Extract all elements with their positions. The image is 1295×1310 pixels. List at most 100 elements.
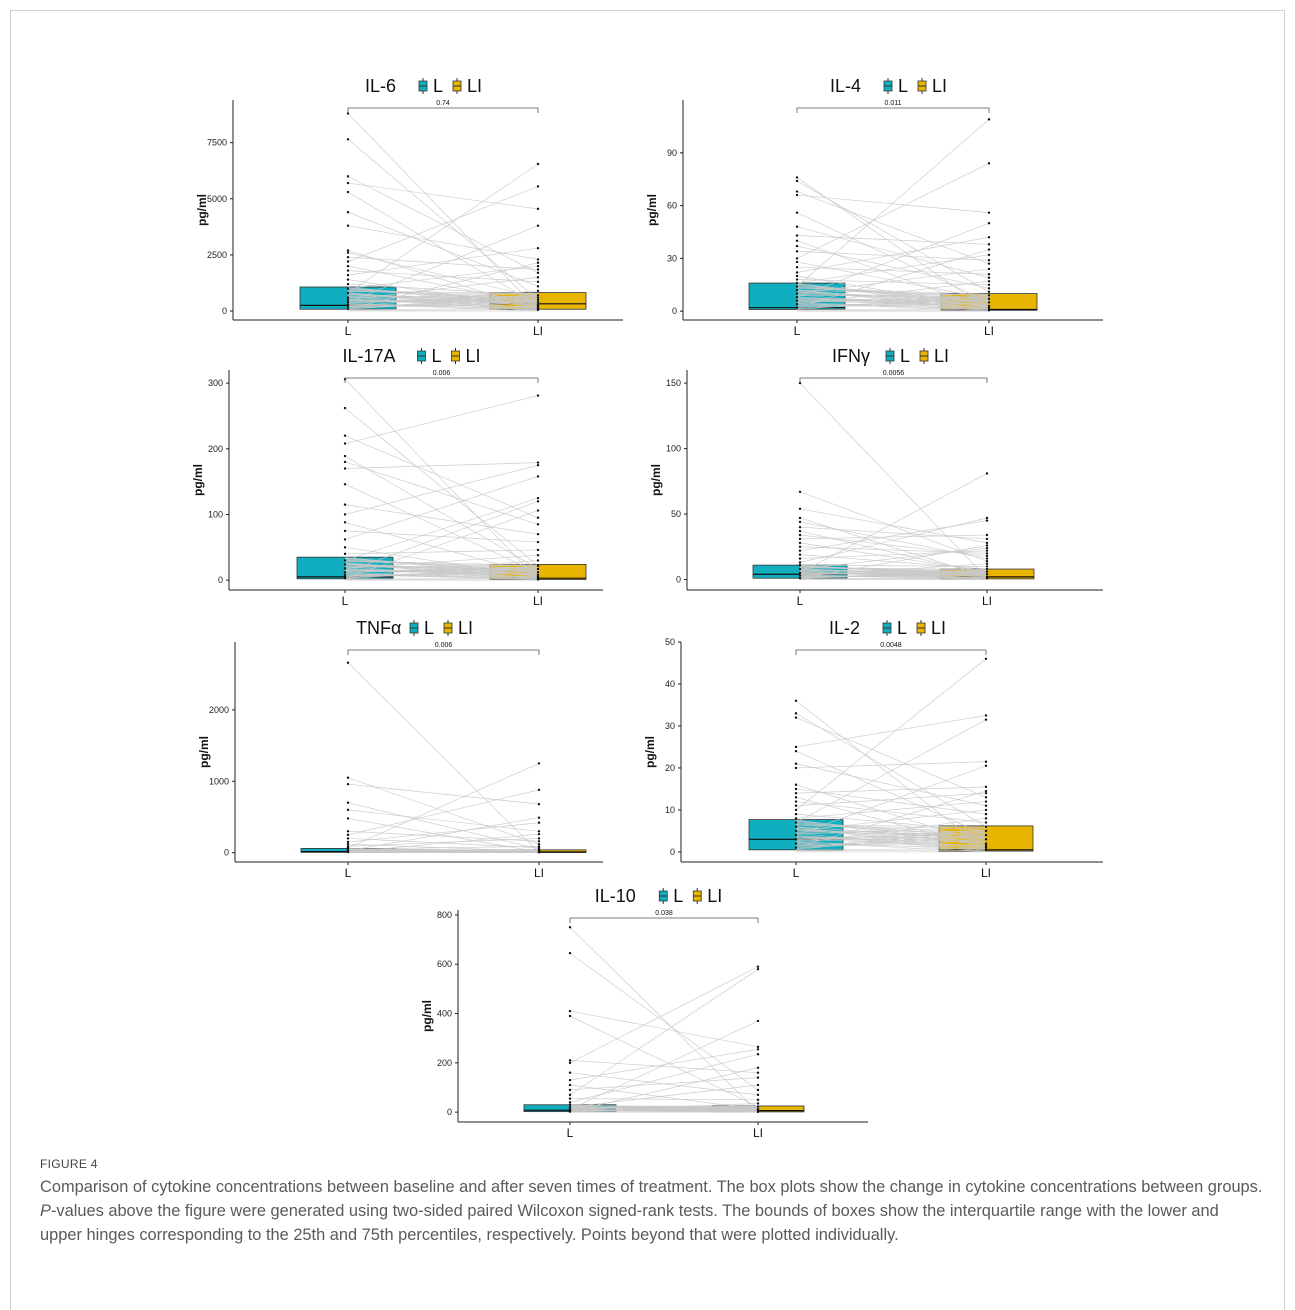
data-point-li: [988, 280, 990, 282]
data-point-li: [988, 162, 990, 164]
data-point-l: [347, 830, 349, 832]
pair-line: [570, 1099, 758, 1100]
data-point-l: [344, 559, 346, 561]
y-tick-label: 150: [666, 378, 681, 388]
chart-title: IL-4: [830, 76, 861, 96]
data-point-l: [795, 842, 797, 844]
data-point-l: [344, 577, 346, 579]
data-point-li: [538, 843, 540, 845]
legend-label-li: LI: [932, 76, 947, 96]
data-point-l: [799, 538, 801, 540]
data-point-li: [537, 559, 539, 561]
data-point-l: [795, 716, 797, 718]
y-tick-label: 0: [222, 306, 227, 316]
data-point-l: [347, 211, 349, 213]
data-point-l: [796, 292, 798, 294]
data-point-l: [795, 838, 797, 840]
data-point-li: [757, 1067, 759, 1069]
data-point-l: [796, 226, 798, 228]
data-point-l: [796, 303, 798, 305]
y-tick-label: 0: [447, 1107, 452, 1117]
pvalue-label: 0.038: [655, 910, 673, 917]
data-point-l: [799, 550, 801, 552]
data-point-l: [347, 305, 349, 307]
y-tick-label: 50: [671, 509, 681, 519]
pair-line: [345, 396, 538, 444]
data-point-l: [799, 557, 801, 559]
data-point-li: [537, 475, 539, 477]
data-point-l: [347, 260, 349, 262]
y-axis-label: pg/ml: [191, 464, 205, 496]
data-point-l: [344, 521, 346, 523]
data-point-l: [347, 251, 349, 253]
data-point-l: [796, 289, 798, 291]
legend-label-l: L: [673, 886, 683, 906]
y-tick-label: 30: [665, 721, 675, 731]
legend-label-li: LI: [466, 346, 481, 366]
data-point-li: [537, 272, 539, 274]
pair-line: [348, 226, 538, 260]
data-point-li: [538, 822, 540, 824]
data-point-l: [796, 194, 798, 196]
pair-line: [796, 659, 986, 810]
data-point-li: [985, 800, 987, 802]
data-point-li: [988, 259, 990, 261]
data-point-l: [347, 303, 349, 305]
data-point-l: [796, 240, 798, 242]
legend-label-l: L: [897, 618, 907, 638]
data-point-l: [347, 175, 349, 177]
data-point-l: [347, 301, 349, 303]
data-point-l: [569, 1089, 571, 1091]
chart-title: IL-10: [595, 886, 636, 906]
pair-line: [345, 462, 538, 524]
y-tick-label: 300: [208, 378, 223, 388]
pair-line: [348, 164, 538, 293]
data-point-l: [569, 1097, 571, 1099]
y-tick-label: 10: [665, 805, 675, 815]
legend-label-li: LI: [931, 618, 946, 638]
data-point-l: [799, 491, 801, 493]
data-point-li: [537, 296, 539, 298]
pair-line: [796, 720, 986, 823]
data-point-li: [988, 268, 990, 270]
data-point-li: [988, 301, 990, 303]
pair-line: [797, 269, 989, 294]
data-point-l: [796, 245, 798, 247]
data-point-l: [795, 821, 797, 823]
x-tick-label: L: [797, 594, 804, 608]
pair-line: [796, 718, 986, 798]
data-point-l: [799, 542, 801, 544]
data-point-l: [796, 266, 798, 268]
pvalue-bracket: [796, 650, 986, 655]
data-point-li: [986, 557, 988, 559]
data-point-li: [537, 208, 539, 210]
data-point-l: [796, 275, 798, 277]
pvalue-bracket: [345, 378, 538, 383]
data-point-l: [799, 526, 801, 528]
y-tick-label: 200: [208, 444, 223, 454]
data-point-l: [796, 285, 798, 287]
y-axis-label: pg/ml: [197, 736, 211, 768]
data-point-l: [795, 826, 797, 828]
pair-line: [800, 518, 987, 563]
data-point-l: [344, 546, 346, 548]
data-point-l: [796, 271, 798, 273]
data-point-l: [347, 269, 349, 271]
data-point-l: [569, 1079, 571, 1081]
pvalue-label: 0.006: [433, 370, 451, 377]
y-tick-label: 2000: [209, 705, 229, 715]
data-point-l: [347, 851, 349, 853]
pair-line: [570, 967, 758, 1063]
data-point-li: [537, 554, 539, 556]
data-point-l: [569, 1094, 571, 1096]
y-tick-label: 1000: [209, 776, 229, 786]
pair-line: [345, 436, 538, 518]
data-point-l: [347, 265, 349, 267]
data-point-li: [537, 394, 539, 396]
data-point-li: [985, 842, 987, 844]
y-axis-label: pg/ml: [195, 194, 209, 226]
data-point-l: [799, 517, 801, 519]
data-point-l: [347, 182, 349, 184]
